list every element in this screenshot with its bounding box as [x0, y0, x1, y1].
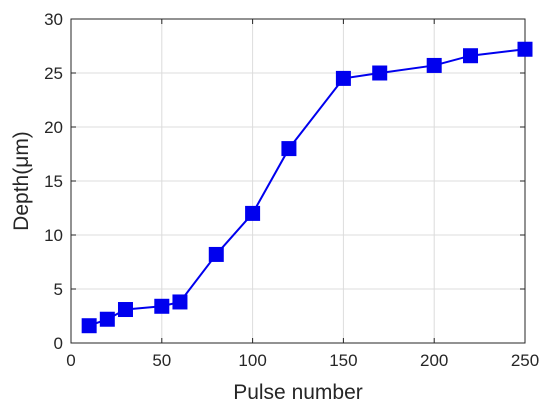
- y-tick-label: 10: [44, 226, 63, 245]
- data-point-marker: [245, 205, 261, 221]
- x-tick-label: 50: [152, 351, 171, 370]
- x-tick-label: 250: [511, 351, 539, 370]
- data-point-marker: [517, 41, 533, 57]
- data-point-marker: [335, 70, 351, 86]
- y-axis-label: Depth(μm): [10, 131, 33, 231]
- data-point-marker: [172, 294, 188, 310]
- y-axis-ticks: 0 5 10 15 20 25 30: [44, 10, 525, 353]
- y-tick-label: 20: [44, 118, 63, 137]
- data-point-marker: [463, 48, 479, 64]
- y-tick-label: 5: [54, 280, 63, 299]
- data-point-marker: [81, 318, 97, 334]
- y-tick-label: 30: [44, 10, 63, 29]
- data-point-marker: [117, 302, 133, 318]
- data-point-marker: [154, 298, 170, 314]
- series-line-path: [88, 48, 526, 327]
- x-tick-label: 0: [66, 351, 75, 370]
- data-point-marker: [99, 311, 115, 327]
- x-axis-ticks: 0 50 100 150 200 250: [66, 19, 539, 370]
- x-tick-label: 150: [329, 351, 357, 370]
- grid-lines: [71, 19, 525, 343]
- x-axis-label: Pulse number: [233, 381, 363, 404]
- data-markers: [81, 41, 533, 334]
- data-point-marker: [281, 141, 297, 157]
- y-tick-label: 0: [54, 334, 63, 353]
- data-point-marker: [426, 57, 442, 73]
- x-tick-label: 200: [420, 351, 448, 370]
- data-point-marker: [208, 246, 224, 262]
- series-line: [88, 48, 526, 327]
- x-tick-label: 100: [238, 351, 266, 370]
- y-tick-label: 25: [44, 64, 63, 83]
- data-point-marker: [372, 65, 388, 81]
- y-tick-label: 15: [44, 172, 63, 191]
